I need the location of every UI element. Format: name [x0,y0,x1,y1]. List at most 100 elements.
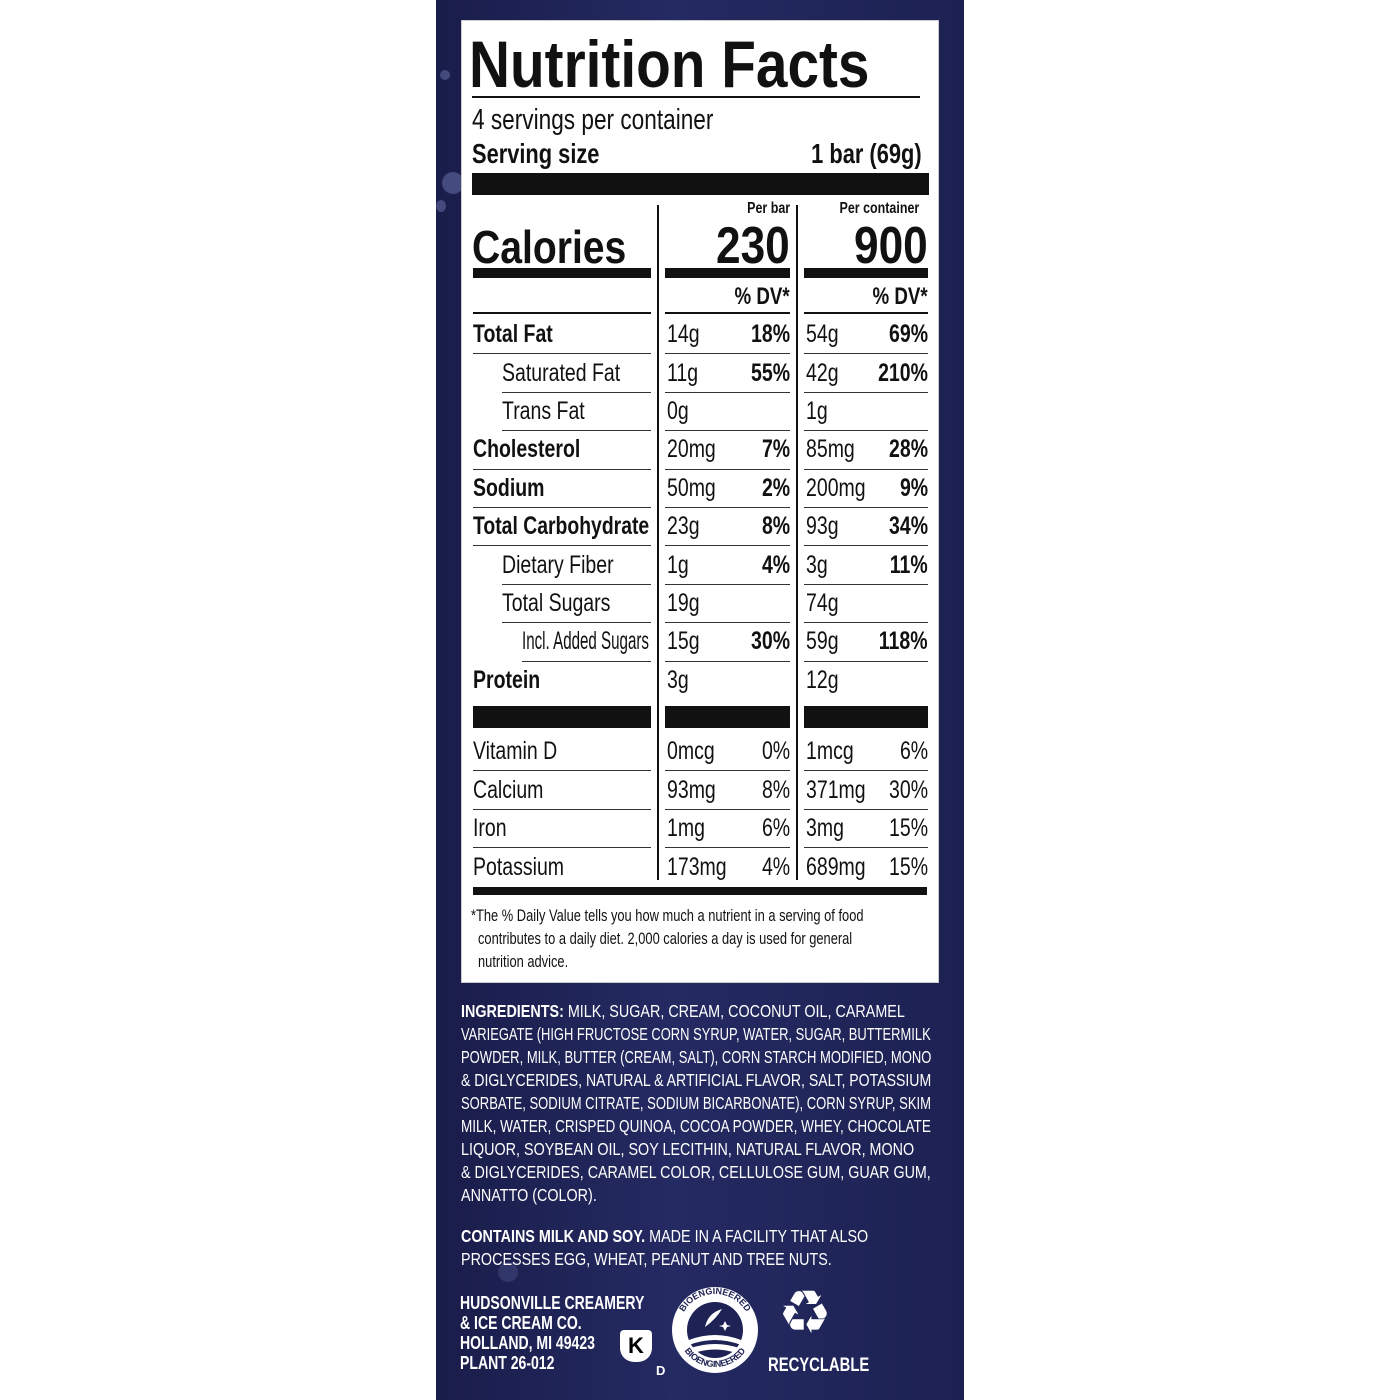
amount: 23g [667,512,700,541]
daily-value-percent: 2% [761,473,790,502]
per-container-values: 200mg 9% [804,470,928,508]
daily-value-percent: 6% [899,737,928,766]
amount: 0mcg [667,737,715,766]
per-bar-values: 173mg 4% [665,848,790,886]
nutrient-name: Incl. Added Sugars [522,623,651,662]
amount: 42g [806,358,839,387]
per-bar-values: 0mcg 0% [665,733,790,772]
daily-value-percent: 210% [878,358,928,387]
amount: 1mcg [806,737,854,766]
amount: 93mg [667,775,716,804]
per-bar-values: 15g 30% [665,623,790,662]
recyclable-label: RECYCLABLE [768,1355,870,1376]
amount: 173mg [667,852,727,881]
manufacturer-address: HUDSONVILLE CREAMERY & ICE CREAM CO. HOL… [460,1293,645,1373]
nutrient-name: Calcium [473,771,651,810]
amount: 371mg [806,775,866,804]
per-container-values: 371mg 30% [804,771,928,810]
per-container-values: 42g 210% [804,354,928,393]
daily-value-percent: 7% [761,435,790,464]
bioengineered-icon: BIOENGINEERED BIOENGINEERED [672,1286,758,1373]
amount: 0g [667,396,689,425]
per-bar-values: 23g 8% [665,508,790,547]
per-bar-values: 50mg 2% [665,470,790,508]
daily-value-percent: 4% [761,852,790,881]
per-bar-values: 19g [665,585,790,624]
amount: 1g [667,550,689,579]
serving-size-value: 1 bar (69g) [811,138,922,169]
nutrient-name: Total Fat [473,316,651,355]
daily-value-percent: 4% [761,550,790,579]
nutrient-name: Cholesterol [473,431,651,470]
column-divider [796,205,798,880]
per-bar-values: 1mg 6% [665,810,790,849]
recycle-icon: ♻ [778,1279,832,1346]
amount: 12g [806,666,839,695]
per-bar-header: Per bar [746,200,790,217]
per-container-header: Per container [839,200,919,217]
dv-header-per-container: % DV* [872,283,928,310]
per-container-values: 59g 118% [804,623,928,662]
daily-value-percent: 55% [750,358,790,387]
amount: 3g [806,550,828,579]
per-container-values: 54g 69% [804,316,928,355]
amount: 20mg [667,435,716,464]
per-container-values: 3mg 15% [804,810,928,849]
daily-value-percent: 8% [761,775,790,804]
per-bar-values: 1g 4% [665,546,790,585]
nutrient-name: Vitamin D [473,733,651,772]
daily-value-percent: 30% [888,775,928,804]
amount: 59g [806,627,839,656]
nutrient-name: Total Sugars [502,585,651,624]
daily-value-percent: 15% [888,813,928,842]
amount: 19g [667,588,700,617]
per-bar-values: 14g 18% [665,316,790,355]
per-bar-values: 3g [665,662,790,700]
amount: 3g [667,666,689,695]
allergen-statement: CONTAINS MILK AND SOY. MADE IN A FACILIT… [461,1226,869,1269]
amount: 1g [806,396,828,425]
daily-value-percent: 9% [899,473,928,502]
amount: 14g [667,320,700,349]
serving-size-label: Serving size [472,138,600,169]
column-divider [657,205,659,880]
daily-value-percent: 30% [750,627,790,656]
nutrition-facts-title: Nutrition Facts [469,27,870,101]
per-container-values: 93g 34% [804,508,928,547]
daily-value-percent: 18% [750,320,790,349]
daily-value-percent: 69% [888,320,928,349]
per-container-values: 1g [804,393,928,432]
per-container-values: 3g 11% [804,546,928,585]
daily-value-footnote: *The % Daily Value tells you how much a … [471,907,864,971]
amount: 1mg [667,813,705,842]
nutrient-name: Iron [473,810,651,849]
nutrient-name: Saturated Fat [502,354,651,393]
nutrient-name: Sodium [473,470,651,508]
per-bar-values: 20mg 7% [665,431,790,470]
calories-per-bar: 230 [716,217,790,275]
daily-value-percent: 28% [888,435,928,464]
amount: 200mg [806,473,866,502]
per-container-values: 85mg 28% [804,431,928,470]
daily-value-percent: 15% [888,852,928,881]
amount: 74g [806,588,839,617]
amount: 85mg [806,435,855,464]
dv-header-per-bar: % DV* [734,283,790,310]
calories-label: Calories [472,221,627,273]
nutrient-name: Potassium [473,852,565,881]
amount: 11g [667,358,699,387]
per-container-values: 689mg 15% [804,848,928,886]
nutrient-name: Total Carbohydrate [473,508,651,547]
thick-divider [472,173,929,195]
ingredients-list: INGREDIENTS: MILK, SUGAR, CREAM, COCONUT… [461,1001,932,1205]
daily-value-percent: 34% [888,512,928,541]
kosher-dairy-mark: D [656,1363,666,1378]
nutrient-name: Protein [473,666,541,695]
daily-value-percent: 8% [761,512,790,541]
servings-per-container: 4 servings per container [472,104,714,136]
per-bar-values: 93mg 8% [665,771,790,810]
daily-value-percent: 6% [761,813,790,842]
amount: 689mg [806,852,866,881]
per-bar-values: 11g 55% [665,354,790,393]
amount: 54g [806,320,839,349]
